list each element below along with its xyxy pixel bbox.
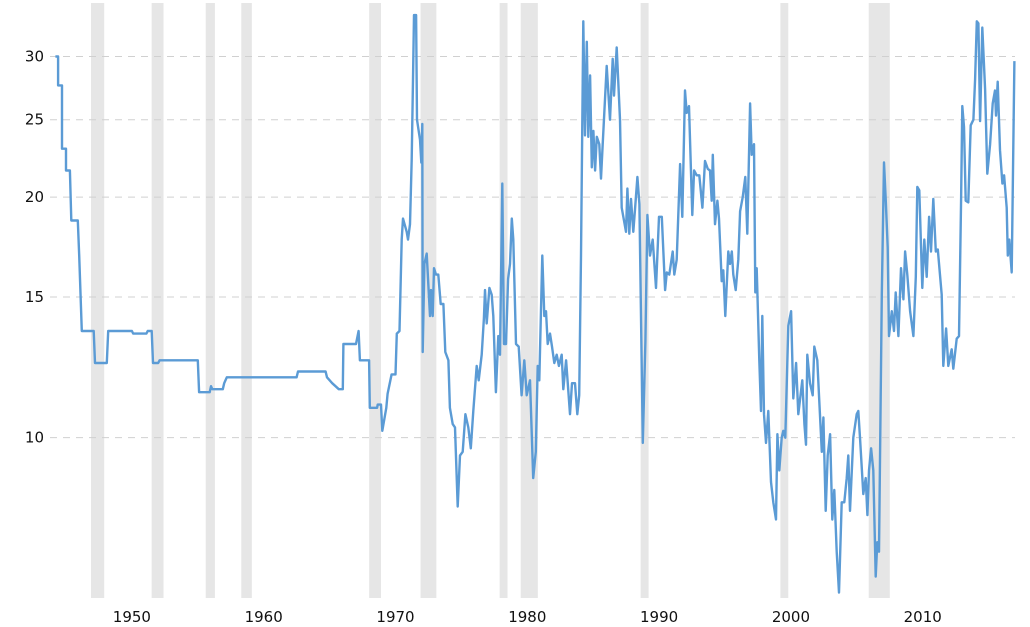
shaded-band <box>91 3 105 598</box>
x-axis-labels: 1950 1960 1970 1980 1990 2000 2010 <box>113 608 942 626</box>
shaded-band <box>640 3 649 598</box>
y-tick-label: 30 <box>25 47 44 65</box>
y-tick-label: 10 <box>25 429 44 447</box>
x-tick-label: 1950 <box>113 608 151 626</box>
shaded-band <box>369 3 382 598</box>
shaded-band <box>520 3 538 598</box>
x-tick-label: 1970 <box>376 608 414 626</box>
x-tick-label: 2010 <box>904 608 942 626</box>
shaded-band <box>151 3 164 598</box>
y-tick-label: 20 <box>25 188 44 206</box>
x-tick-label: 1990 <box>640 608 678 626</box>
shaded-band <box>205 3 215 598</box>
shaded-band <box>241 3 252 598</box>
shaded-bands <box>91 3 890 598</box>
x-tick-label: 2000 <box>772 608 810 626</box>
x-tick-label: 1980 <box>508 608 546 626</box>
y-tick-label: 25 <box>25 111 44 129</box>
series-line <box>55 13 1016 594</box>
x-tick-label: 1960 <box>245 608 283 626</box>
y-axis-labels: 10 15 20 25 30 <box>25 47 44 446</box>
shaded-band <box>780 3 789 598</box>
shaded-band <box>868 3 890 598</box>
y-tick-label: 15 <box>25 288 44 306</box>
